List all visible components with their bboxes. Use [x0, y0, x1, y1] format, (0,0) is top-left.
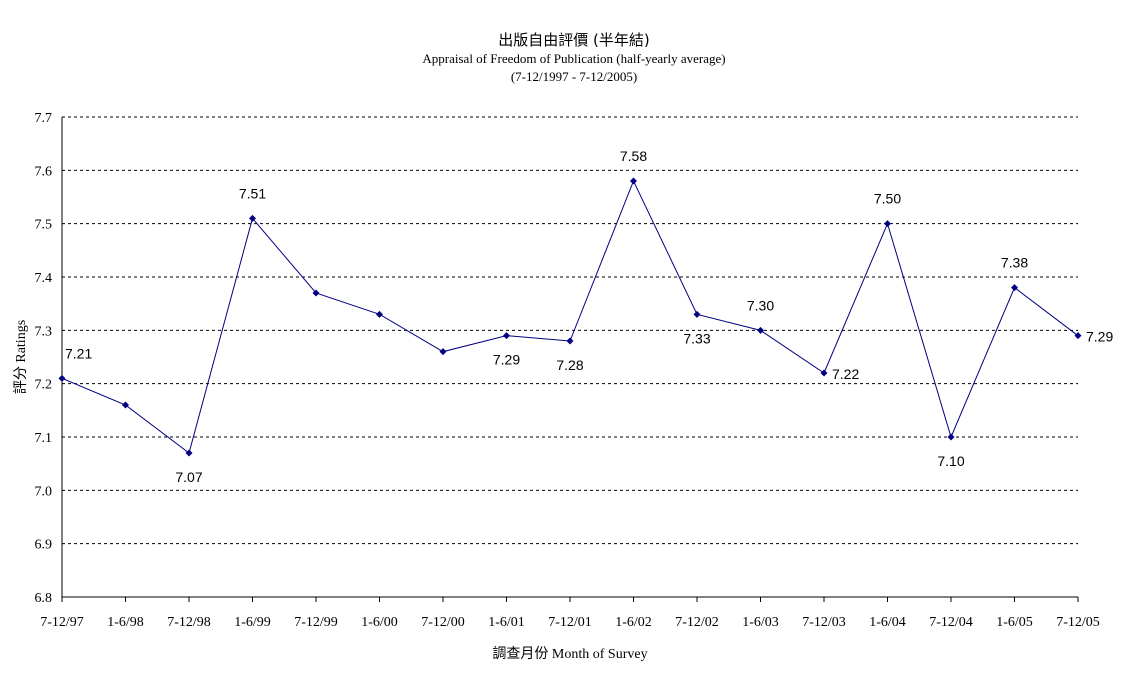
data-label: 7.50 — [874, 191, 901, 207]
x-tick-label: 1-6/98 — [107, 615, 144, 630]
data-point-marker — [630, 177, 637, 185]
data-label: 7.21 — [65, 345, 92, 361]
data-labels: 7.21 7.07 7.51 7.29 7.28 7.58 7.33 7.30 7.22 7.50… — [65, 148, 1113, 485]
y-tick-label: 7.6 — [35, 164, 53, 179]
data-label: 7.58 — [620, 148, 647, 164]
chart-title: 出版自由評價 (半年結) — [498, 31, 650, 49]
y-axis-title: 評分 Ratings — [13, 320, 29, 394]
y-tick-label: 7.0 — [35, 484, 53, 499]
data-point-marker — [249, 214, 256, 222]
x-tick-label: 1-6/99 — [234, 615, 271, 630]
data-label: 7.38 — [1001, 255, 1028, 271]
y-tick-label: 7.4 — [35, 271, 53, 286]
y-tick-label: 7.3 — [35, 324, 53, 339]
y-tick-label: 6.9 — [35, 538, 53, 553]
data-point-marker — [693, 310, 701, 318]
x-tick-label: 1-6/00 — [361, 615, 398, 630]
data-label: 7.30 — [747, 297, 774, 313]
data-point-marker — [757, 326, 764, 334]
data-point-marker — [58, 374, 66, 382]
data-point-marker — [1011, 284, 1018, 292]
x-tick-label: 7-12/04 — [929, 615, 973, 630]
x-tick-label: 1-6/01 — [488, 615, 525, 630]
y-tick-label: 7.1 — [35, 431, 53, 446]
data-label: 7.29 — [1086, 329, 1113, 345]
x-tick-labels: 7-12/97 1-6/98 7-12/98 1-6/99 7-12/99 1-6/00 7… — [40, 615, 1100, 630]
x-tick-label: 7-12/97 — [40, 615, 84, 630]
series-ratings — [58, 177, 1082, 457]
data-point-marker — [820, 369, 828, 377]
data-point-marker — [503, 332, 510, 340]
x-tick-label: 7-12/02 — [675, 615, 719, 630]
series-line — [61, 179, 1079, 454]
x-tick-label: 7-12/00 — [421, 615, 465, 630]
data-label: 7.07 — [175, 469, 202, 485]
data-point-marker — [185, 449, 193, 457]
data-point-marker — [1074, 332, 1082, 340]
x-tick-label: 7-12/99 — [294, 615, 338, 630]
chart-title-block: 出版自由評價 (半年結) Appraisal of Freedom of Pub… — [0, 30, 1148, 86]
data-point-marker — [947, 433, 955, 441]
data-point-marker — [312, 289, 320, 297]
data-label: 7.28 — [556, 357, 583, 373]
y-tick-label: 7.7 — [35, 111, 53, 126]
data-label: 7.10 — [937, 453, 964, 469]
y-tick-label: 7.2 — [35, 378, 53, 393]
data-point-marker — [884, 220, 891, 228]
data-label: 7.22 — [832, 366, 859, 382]
y-tick-labels: 7.7 7.6 7.5 7.4 7.3 7.2 7.1 7.0 6.9 6.8 — [35, 111, 53, 606]
data-point-marker — [439, 348, 447, 356]
gridlines — [62, 116, 1078, 545]
x-axis-title: 調查月份 Month of Survey — [492, 646, 647, 662]
data-label: 7.29 — [493, 352, 520, 368]
chart-period: (7-12/1997 - 7-12/2005) — [510, 69, 638, 84]
y-tick-label: 6.8 — [35, 591, 53, 606]
data-point-marker — [122, 401, 129, 409]
data-label: 7.33 — [683, 330, 710, 346]
x-tick-label: 7-12/03 — [802, 615, 846, 630]
x-tick-label: 1-6/03 — [742, 615, 779, 630]
x-tick-label: 1-6/05 — [996, 615, 1033, 630]
chart-subtitle: Appraisal of Freedom of Publication (hal… — [422, 51, 726, 66]
x-tick-label: 1-6/02 — [615, 615, 652, 630]
data-label: 7.51 — [239, 185, 266, 201]
x-tick-label: 7-12/98 — [167, 615, 211, 630]
x-tick-label: 1-6/04 — [869, 615, 906, 630]
x-tick-label: 7-12/05 — [1056, 615, 1100, 630]
axes — [61, 117, 1079, 602]
data-point-marker — [376, 310, 383, 318]
x-tick-label: 7-12/01 — [548, 615, 592, 630]
y-tick-label: 7.5 — [35, 218, 53, 233]
data-point-marker — [566, 337, 574, 345]
